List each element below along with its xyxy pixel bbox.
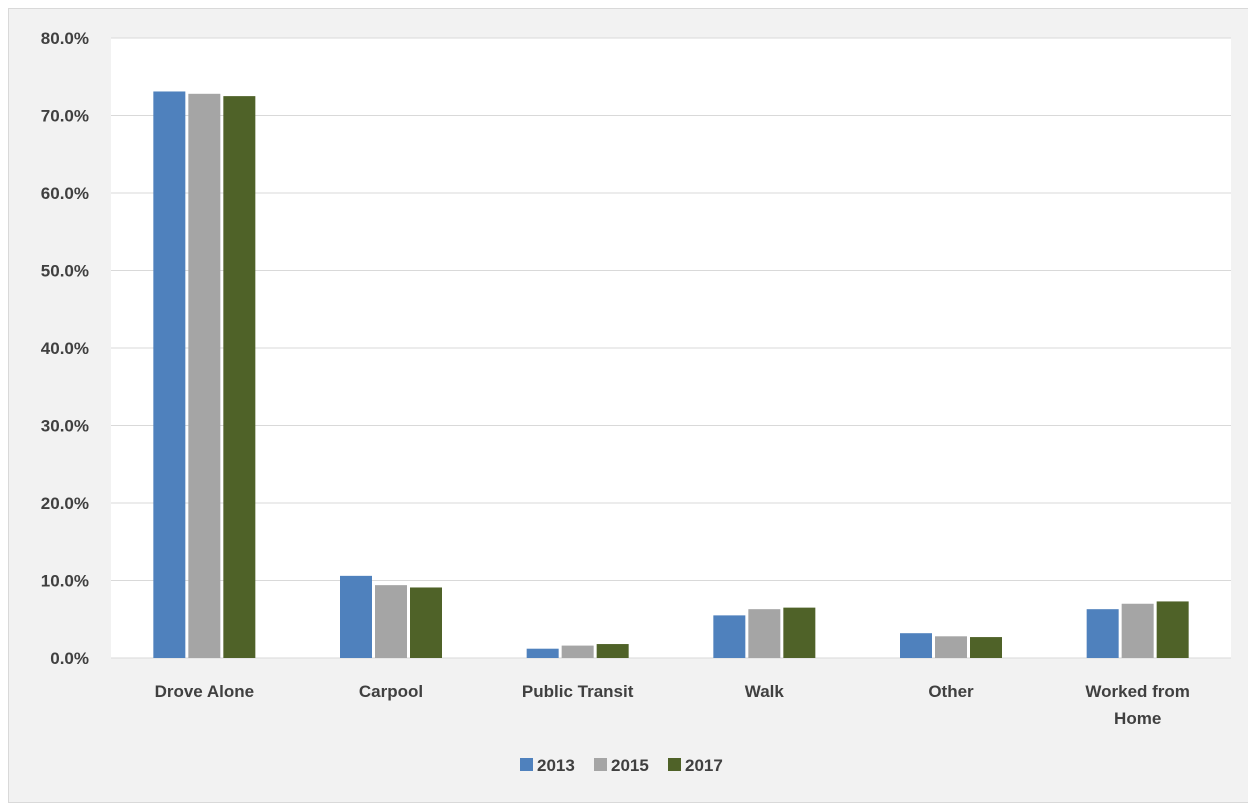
x-category-label: Home	[1114, 709, 1161, 728]
bar-2013-drove-alone	[153, 91, 186, 659]
y-tick-label: 30.0%	[41, 417, 89, 436]
bar-2015-worked-from-home	[1121, 603, 1154, 658]
x-category-label: Drove Alone	[155, 682, 255, 701]
bar-2017-worked-from-home	[1156, 601, 1189, 658]
bar-2017-walk	[783, 607, 816, 658]
bar-2015-public-transit	[561, 645, 594, 658]
bar-2013-walk	[713, 615, 746, 658]
bar-2013-worked-from-home	[1086, 609, 1119, 658]
bar-2017-public-transit	[596, 644, 629, 658]
legend-label: 2013	[537, 756, 575, 775]
x-category-label: Other	[928, 682, 974, 701]
legend-swatch	[668, 758, 681, 771]
legend-label: 2015	[611, 756, 649, 775]
y-tick-label: 40.0%	[41, 339, 89, 358]
y-tick-label: 60.0%	[41, 184, 89, 203]
x-category-label: Carpool	[359, 682, 423, 701]
legend-label: 2017	[685, 756, 723, 775]
bar-2013-other	[900, 633, 932, 658]
bar-2015-carpool	[375, 585, 407, 658]
y-tick-label: 10.0%	[41, 572, 89, 591]
legend-swatch	[594, 758, 607, 771]
bar-2015-other	[935, 636, 967, 658]
chart-frame: 0.0% 10.0% 20.0% 30.0% 40.0% 50.0% 60.0% 70.0% 8…	[8, 8, 1248, 803]
y-tick-label: 80.0%	[41, 29, 89, 48]
x-category-label: Public Transit	[522, 682, 634, 701]
y-axis-ticks: 0.0% 10.0% 20.0% 30.0% 40.0% 50.0% 60.0% 70.0% 8…	[41, 29, 89, 668]
gridlines	[111, 37, 1231, 659]
bar-2013-public-transit	[526, 648, 559, 658]
bar-2017-drove-alone	[223, 96, 256, 658]
y-tick-label: 50.0%	[41, 262, 89, 281]
legend: 2013 2015 2017	[520, 756, 723, 775]
bar-2017-other	[970, 637, 1002, 658]
y-tick-label: 20.0%	[41, 494, 89, 513]
bars	[153, 91, 1189, 659]
bar-chart: 0.0% 10.0% 20.0% 30.0% 40.0% 50.0% 60.0% 70.0% 8…	[41, 29, 1231, 775]
y-tick-label: 70.0%	[41, 107, 89, 126]
bar-2017-carpool	[410, 587, 442, 658]
x-category-label: Worked from	[1085, 682, 1190, 701]
bar-2013-carpool	[340, 575, 372, 658]
bar-2015-walk	[748, 609, 781, 658]
x-axis-categories: Drove Alone Carpool Public Transit Walk Othe…	[155, 682, 1190, 728]
y-tick-label: 0.0%	[50, 649, 89, 668]
bar-2015-drove-alone	[188, 93, 221, 659]
legend-swatch	[520, 758, 533, 771]
x-category-label: Walk	[745, 682, 785, 701]
